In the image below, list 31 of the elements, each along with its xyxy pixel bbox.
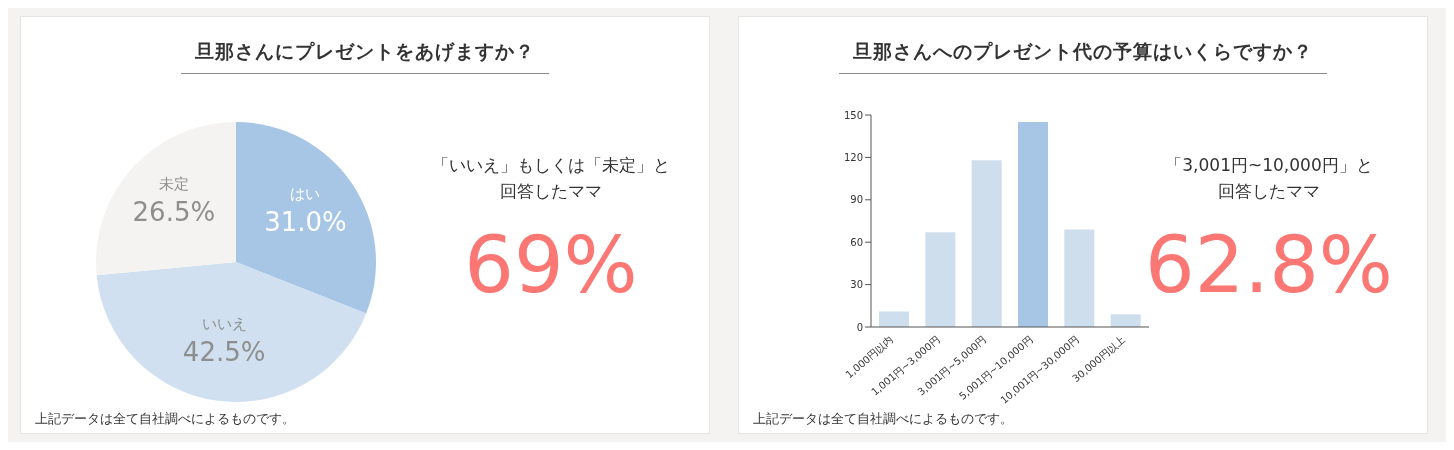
y-tick-label: 30 (850, 279, 863, 291)
text: 69% (463, 219, 639, 312)
chart-title: 旦那さんにプレゼントをあげますか？ (181, 39, 549, 74)
pie-slice (96, 122, 236, 276)
pie-slice (236, 122, 376, 314)
data-label: 31.0% (264, 206, 347, 237)
data-label: 42.5% (182, 337, 266, 368)
bar (925, 232, 956, 327)
chart-title: 旦那さんへのプレゼント代の予算はいくらですか？ (839, 39, 1327, 74)
bar (879, 311, 909, 327)
y-tick-label: 120 (843, 151, 863, 163)
slice-label: いいえ (201, 315, 247, 334)
y-tick-label: 150 (843, 109, 863, 121)
y-tick-label: 0 (856, 321, 863, 333)
text: 「いいえ」もしくは「未定」と (431, 154, 671, 177)
y-tick-label: 60 (850, 236, 863, 248)
annotation: 62.8% (1144, 219, 1394, 312)
text: 上記データは全て自社調べによるものです。 (753, 410, 1013, 428)
text: 上記データは全て自社調べによるものです。 (35, 410, 295, 428)
data-label: 26.5% (132, 197, 216, 228)
bar (1064, 229, 1095, 327)
pie-slice (96, 262, 367, 402)
slice-label: 未定 (158, 175, 189, 194)
bar (971, 160, 1002, 327)
bar (1018, 122, 1048, 327)
y-tick-label: 90 (850, 194, 863, 206)
text: 「3,001円~10,000円」と (1164, 154, 1374, 177)
text: 回答したママ (499, 180, 603, 203)
slice-label: はい (290, 184, 321, 203)
bar (1110, 314, 1141, 327)
text: 回答したママ (1217, 180, 1321, 203)
